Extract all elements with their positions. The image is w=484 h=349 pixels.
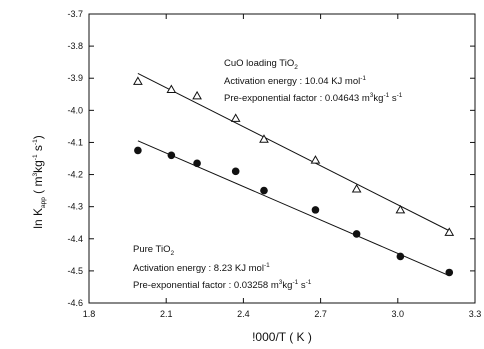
pure-pre-exponential-factor: Pre-exponential factor : 0.03258 m3kg-1 … [133,279,312,291]
triangle-point [192,90,202,100]
circle-point [231,167,240,176]
triangle-point [230,113,241,122]
cuo-pre-exponential-factor: Pre-exponential factor : 0.04643 m3kg-1 … [224,92,403,104]
fit-lines [137,72,450,277]
circle-point [167,151,176,160]
plot-area-frame [88,13,476,304]
triangle-point [133,76,143,85]
y-axis-title-s: s [31,145,45,154]
x-tick-label: 1.8 [83,309,96,319]
triangle-point [444,227,455,236]
circle-point [396,252,405,261]
y-axis-title-unit-open: ( m [31,177,45,198]
cuo-activation-energy: Activation energy : 10.04 KJ mol-1 [224,75,366,87]
y-axis-title-kg: kg [31,160,45,173]
x-tick-label: 3.0 [392,309,405,319]
x-axis: 1.8 2.1 2.4 2.7 3.0 3.3 [83,14,482,319]
cuo-series-name: CuO loading TiO2 [224,58,298,71]
circle-point [352,230,361,238]
circle-point [445,268,454,277]
x-tick-label: 2.4 [237,309,250,319]
pure-activation-energy: Activation energy : 8.23 KJ mol-1 [133,262,270,274]
triangle-point [166,84,177,93]
circle-point [193,159,201,168]
y-axis-title-sub: app [40,197,47,208]
y-axis-title-unit-close: ) [31,135,45,139]
y-tick-label: -4.5 [67,266,83,276]
y-axis: -3.7 -3.8 -3.9 -4.0 -4.1 -4.2 -4.3 -4.4 -4.5 -4.6 [67,9,475,308]
x-tick-label: 2.7 [314,309,327,319]
y-tick-label: -4.4 [67,234,83,244]
fit-line-1 [137,140,450,277]
triangle-point [395,204,406,214]
y-tick-label: -3.7 [67,9,83,19]
circle-point [134,146,142,155]
circle-point [260,186,268,195]
pure-series-name: Pure TiO2 [133,244,175,257]
y-axis-title-base: ln K [31,208,45,229]
y-axis-title-exp3: -1 [32,139,39,145]
y-tick-label: -3.8 [67,41,83,51]
data-markers [133,76,455,277]
x-tick-label: 3.3 [469,309,482,319]
triangle-point [310,155,321,164]
circle-point [311,206,320,214]
y-tick-label: -4.2 [67,170,83,180]
y-axis-title: ln Kapp ( m3kg-1 s-1) [31,135,47,228]
y-tick-label: -4.0 [67,105,83,115]
x-tick-label: 2.1 [160,309,173,319]
y-tick-label: -4.1 [67,137,83,147]
y-axis-title-exp2: -1 [32,154,39,160]
x-axis-title: !000/T ( K ) [252,330,312,344]
triangle-point [259,134,269,143]
y-tick-label: -3.9 [67,73,83,83]
cuo-annotation: CuO loading TiO2 Activation energy : 10.… [224,58,403,104]
y-tick-label: -4.6 [67,298,83,308]
y-tick-label: -4.3 [67,202,83,212]
y-axis-title-exp1: 3 [32,173,39,177]
pure-annotation: Pure TiO2 Activation energy : 8.23 KJ mo… [133,244,312,291]
fit-line-0 [137,72,450,232]
triangle-point [351,183,362,193]
